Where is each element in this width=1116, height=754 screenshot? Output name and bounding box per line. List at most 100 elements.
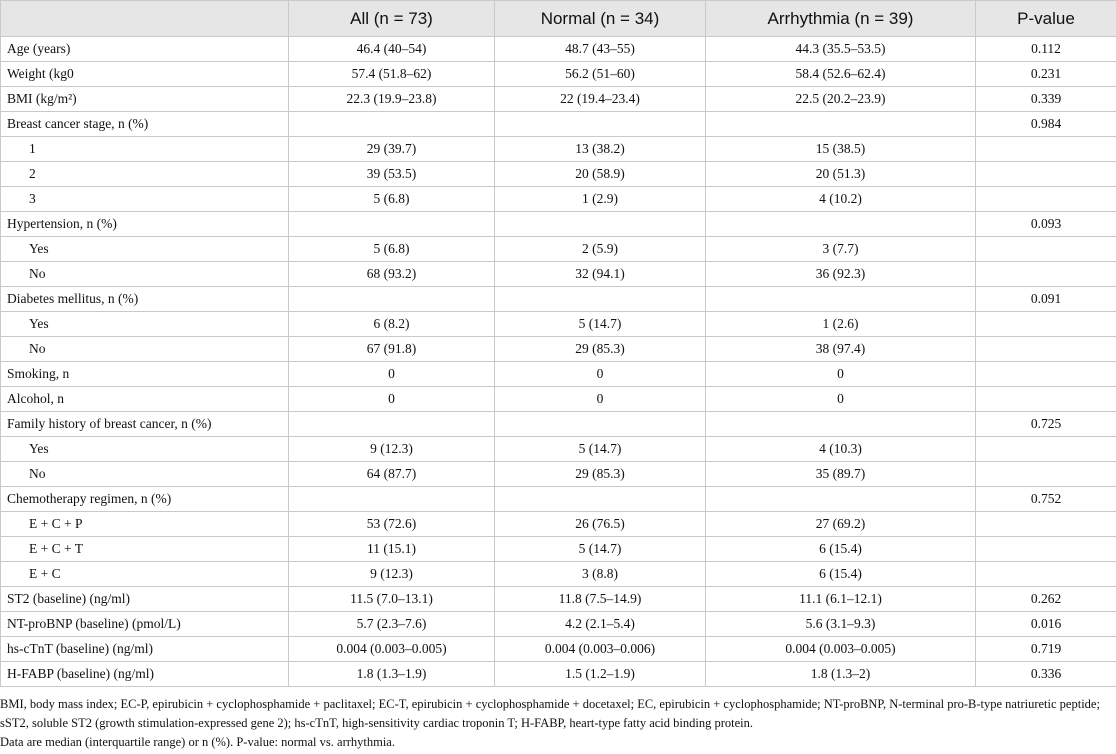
p-value-cell: 0.984 <box>975 111 1116 137</box>
row-label: No <box>0 336 289 362</box>
p-value-cell: 0.719 <box>975 636 1116 662</box>
row-label: 3 <box>0 186 289 212</box>
value-cell: 1.8 (1.3–1.9) <box>288 661 495 687</box>
empty-cell <box>975 536 1116 562</box>
value-cell: 5 (14.7) <box>494 536 706 562</box>
p-value-cell: 0.752 <box>975 486 1116 512</box>
row: BMI (kg/m²) 22.3 (19.9–23.8) 22 (19.4–23.4… <box>0 86 1116 112</box>
value-cell: 2 (5.9) <box>494 236 706 262</box>
p-value-cell: 0.112 <box>975 36 1116 62</box>
empty-cell <box>975 336 1116 362</box>
value-cell: 29 (85.3) <box>494 461 706 487</box>
row-label: Diabetes mellitus, n (%) <box>0 286 289 312</box>
row-label: Breast cancer stage, n (%) <box>0 111 289 137</box>
value-cell: 68 (93.2) <box>288 261 495 287</box>
value-cell: 0.004 (0.003–0.005) <box>288 636 495 662</box>
value-cell: 22 (19.4–23.4) <box>494 86 706 112</box>
p-value-cell: 0.336 <box>975 661 1116 687</box>
empty-cell <box>494 286 706 312</box>
empty-cell <box>288 486 495 512</box>
value-cell: 5 (6.8) <box>288 186 495 212</box>
value-cell: 11 (15.1) <box>288 536 495 562</box>
value-cell: 58.4 (52.6–62.4) <box>705 61 976 87</box>
value-cell: 5.7 (2.3–7.6) <box>288 611 495 637</box>
row-label: Smoking, n <box>0 361 289 387</box>
value-cell: 35 (89.7) <box>705 461 976 487</box>
empty-cell <box>975 461 1116 487</box>
row-label: Yes <box>0 236 289 262</box>
p-value-cell: 0.016 <box>975 611 1116 637</box>
row-label: BMI (kg/m²) <box>0 86 289 112</box>
row-label: Hypertension, n (%) <box>0 211 289 237</box>
row-label: Alcohol, n <box>0 386 289 412</box>
value-cell: 13 (38.2) <box>494 136 706 162</box>
row-label: hs-cTnT (baseline) (ng/ml) <box>0 636 289 662</box>
header-row: All (n = 73) Normal (n = 34) Arrhythmia (n… <box>0 0 1116 37</box>
header-cell: P-value <box>975 0 1116 37</box>
empty-cell <box>975 361 1116 387</box>
value-cell: 67 (91.8) <box>288 336 495 362</box>
empty-cell <box>975 236 1116 262</box>
row-label: 2 <box>0 161 289 187</box>
empty-cell <box>975 161 1116 187</box>
value-cell: 32 (94.1) <box>494 261 706 287</box>
value-cell: 1 (2.6) <box>705 311 976 337</box>
row-label: Weight (kg0 <box>0 61 289 87</box>
sub-row: E + C + T 11 (15.1) 5 (14.7) 6 (15.4) <box>0 536 1116 562</box>
empty-cell <box>494 111 706 137</box>
row: Chemotherapy regimen, n (%) 0.752 <box>0 486 1116 512</box>
value-cell: 11.8 (7.5–14.9) <box>494 586 706 612</box>
p-value-cell: 0.725 <box>975 411 1116 437</box>
value-cell: 20 (58.9) <box>494 161 706 187</box>
value-cell: 4 (10.3) <box>705 436 976 462</box>
table-body: Age (years) 46.4 (40–54) 48.7 (43–55) 44.3 … <box>0 36 1116 687</box>
empty-cell <box>975 436 1116 462</box>
row: Hypertension, n (%) 0.093 <box>0 211 1116 237</box>
value-cell: 3 (8.8) <box>494 561 706 587</box>
row-label: Chemotherapy regimen, n (%) <box>0 486 289 512</box>
sub-row: No 64 (87.7) 29 (85.3) 35 (89.7) <box>0 461 1116 487</box>
value-cell: 0 <box>494 386 706 412</box>
value-cell: 57.4 (51.8–62) <box>288 61 495 87</box>
value-cell: 0 <box>288 386 495 412</box>
value-cell: 29 (39.7) <box>288 136 495 162</box>
footnote: Data are median (interquartile range) or… <box>0 735 395 749</box>
empty-cell <box>288 411 495 437</box>
empty-cell <box>494 211 706 237</box>
row: ST2 (baseline) (ng/ml) 11.5 (7.0–13.1) 11.… <box>0 586 1116 612</box>
row-label: Family history of breast cancer, n (%) <box>0 411 289 437</box>
p-value-cell: 0.339 <box>975 86 1116 112</box>
row-label: H-FABP (baseline) (ng/ml) <box>0 661 289 687</box>
header-cell: Normal (n = 34) <box>494 0 706 37</box>
sub-row: No 68 (93.2) 32 (94.1) 36 (92.3) <box>0 261 1116 287</box>
value-cell: 53 (72.6) <box>288 511 495 537</box>
value-cell: 22.5 (20.2–23.9) <box>705 86 976 112</box>
value-cell: 9 (12.3) <box>288 436 495 462</box>
empty-cell <box>975 136 1116 162</box>
value-cell: 56.2 (51–60) <box>494 61 706 87</box>
row-label: 1 <box>0 136 289 162</box>
sub-row: 1 29 (39.7) 13 (38.2) 15 (38.5) <box>0 136 1116 162</box>
row-label: Age (years) <box>0 36 289 62</box>
row: Family history of breast cancer, n (%) 0.… <box>0 411 1116 437</box>
row-label: Yes <box>0 311 289 337</box>
empty-cell <box>494 411 706 437</box>
value-cell: 39 (53.5) <box>288 161 495 187</box>
value-cell: 20 (51.3) <box>705 161 976 187</box>
value-cell: 1.8 (1.3–2) <box>705 661 976 687</box>
value-cell: 3 (7.7) <box>705 236 976 262</box>
value-cell: 5 (6.8) <box>288 236 495 262</box>
value-cell: 0.004 (0.003–0.006) <box>494 636 706 662</box>
row-label: ST2 (baseline) (ng/ml) <box>0 586 289 612</box>
value-cell: 6 (15.4) <box>705 561 976 587</box>
value-cell: 5.6 (3.1–9.3) <box>705 611 976 637</box>
sub-row: Yes 9 (12.3) 5 (14.7) 4 (10.3) <box>0 436 1116 462</box>
sub-row: 2 39 (53.5) 20 (58.9) 20 (51.3) <box>0 161 1116 187</box>
empty-cell <box>975 511 1116 537</box>
row-label: No <box>0 261 289 287</box>
value-cell: 0 <box>288 361 495 387</box>
row: Breast cancer stage, n (%) 0.984 <box>0 111 1116 137</box>
footnotes: BMI, body mass index; EC-P, epirubicin +… <box>0 695 1116 752</box>
value-cell: 11.5 (7.0–13.1) <box>288 586 495 612</box>
